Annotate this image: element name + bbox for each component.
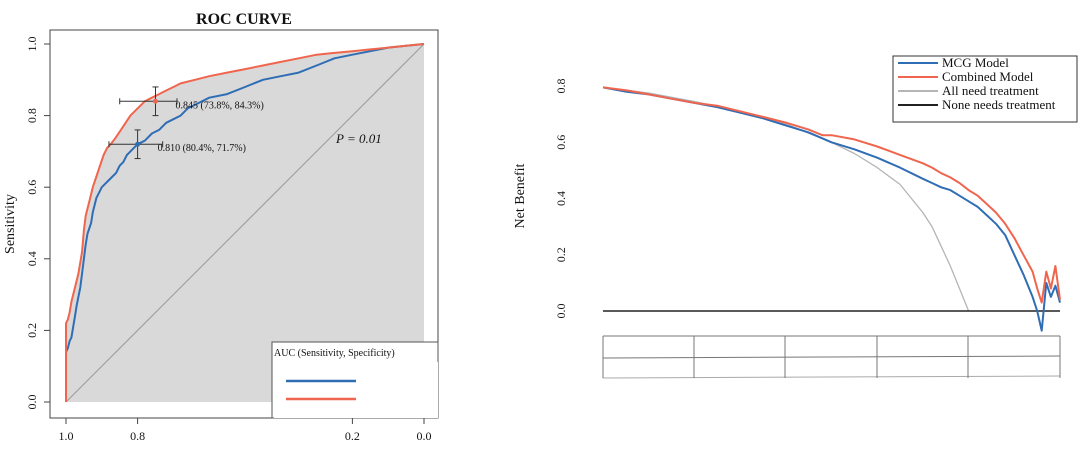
- roc-y-tick-label: 0.0: [25, 395, 39, 410]
- roc-diagonal-reference: [65, 43, 425, 403]
- roc-x-tick-label: 1.0: [59, 429, 74, 443]
- roc-line-blue: [65, 43, 425, 402]
- roc-point-marker: [153, 98, 158, 104]
- roc-title: ROC CURVE: [196, 11, 292, 28]
- dca-series-lines: [602, 86, 1061, 332]
- dca-chart: 0.0 0.2 0.4 0.6 0.8 Net Benefit MCG ModelCom…: [513, 55, 1078, 379]
- dca-y-tick-label: 0.4: [554, 191, 568, 206]
- dca-y-axis-label: Net Benefit: [513, 163, 528, 228]
- roc-y-tick-label: 0.4: [25, 251, 39, 266]
- roc-y-axis-label: Sensitivity: [3, 194, 18, 254]
- roc-y-tick-label: 1.0: [25, 37, 39, 52]
- dca-legend-label-0: MCG Model: [942, 55, 1009, 70]
- roc-p-value: P = 0.01: [335, 131, 382, 146]
- roc-y-axis: 0.0 0.2 0.4 0.6 0.8 1.0: [25, 37, 50, 410]
- roc-x-axis: 1.0 0.8 0.2 0.0: [59, 418, 432, 443]
- dca-line-mcg-model: [602, 86, 1061, 332]
- roc-x-tick-label: 0.8: [130, 429, 145, 443]
- dca-legend-box: [892, 55, 1078, 123]
- roc-plot-frame: [49, 29, 439, 419]
- roc-legend-content: [274, 362, 438, 418]
- dca-x-axis-strip: [602, 335, 1061, 379]
- roc-cutoff-points: 0.845 (73.8%, 84.3%) 0.810 (80.4%, 71.7%): [108, 86, 264, 160]
- roc-line-red: [65, 43, 425, 402]
- dca-legend-label-2: All need treatment: [942, 83, 1039, 98]
- roc-point-label-1: 0.810 (80.4%, 71.7%): [158, 143, 246, 154]
- roc-legend-title: AUC (Sensitivity, Specificity): [274, 348, 395, 359]
- dca-y-tick-label: 0.0: [554, 304, 568, 319]
- dca-line-combined-model: [602, 86, 1061, 304]
- roc-point-marker: [135, 141, 141, 147]
- roc-x-tick-label: 0.0: [417, 429, 432, 443]
- roc-y-tick-label: 0.2: [25, 323, 39, 338]
- dca-legend-label-3: None needs treatment: [942, 97, 1056, 112]
- dca-y-tick-label: 0.2: [554, 247, 568, 262]
- roc-series-lines: [65, 43, 425, 402]
- roc-y-tick-label: 0.8: [25, 108, 39, 123]
- roc-y-tick-label: 0.6: [25, 180, 39, 195]
- roc-point-label-0: 0.845 (73.8%, 84.3%): [176, 100, 264, 111]
- roc-x-tick-label: 0.2: [345, 429, 360, 443]
- roc-chart: ROC CURVE 0.00.20.40.60.81.0 1.0 0.8 0.2 0.…: [3, 11, 439, 443]
- dca-y-tick-label: 0.8: [554, 79, 568, 94]
- dca-y-axis: 0.0 0.2 0.4 0.6 0.8: [554, 79, 568, 319]
- dca-legend-label-1: Combined Model: [942, 69, 1034, 84]
- dca-y-tick-label: 0.6: [554, 135, 568, 150]
